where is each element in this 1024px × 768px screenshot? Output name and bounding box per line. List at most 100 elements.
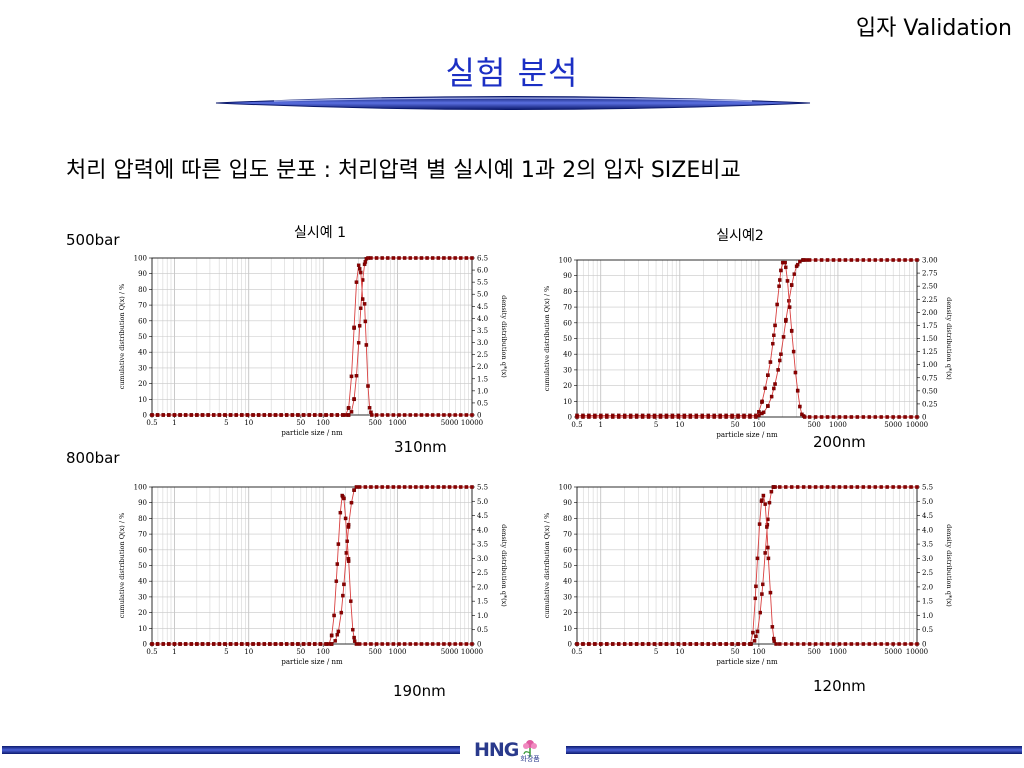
data-point-cumulative — [861, 258, 866, 262]
data-point-density — [234, 413, 238, 417]
hng-logo-text: HNG — [474, 739, 519, 761]
chart-grid — [576, 486, 918, 645]
x-tick-label: 50 — [296, 648, 305, 656]
data-point-density — [903, 642, 907, 646]
data-point-density — [329, 413, 334, 417]
data-point-density — [622, 642, 627, 646]
right-tick-label: 5.0 — [922, 498, 933, 506]
data-point-density — [897, 642, 901, 646]
right-tick-label: 1.0 — [477, 387, 488, 395]
right-tick-label: 3.5 — [477, 327, 488, 335]
chart-title-example-1: 실시예 1 — [294, 225, 346, 241]
data-point-cumulative — [909, 258, 913, 262]
data-point-density — [795, 389, 800, 393]
data-point-cumulative — [419, 256, 424, 260]
data-point-density — [351, 627, 355, 632]
data-point-density — [167, 642, 171, 646]
data-point-density — [768, 360, 773, 364]
left-tick-label: 10 — [563, 625, 572, 633]
data-point-density — [349, 374, 354, 379]
data-point-density — [352, 639, 357, 643]
data-point-density — [763, 386, 767, 390]
left-tick-label: 90 — [563, 272, 572, 280]
data-point-cumulative — [773, 382, 777, 386]
data-point-density — [742, 642, 746, 646]
data-point-density — [779, 268, 783, 273]
data-point-density — [290, 642, 295, 646]
data-point-cumulative — [779, 352, 783, 356]
data-point-density — [825, 642, 830, 646]
data-point-density — [464, 413, 469, 417]
data-point-cumulative — [891, 485, 895, 489]
data-point-cumulative — [436, 256, 441, 260]
data-point-density — [386, 642, 390, 646]
data-point-density — [634, 642, 639, 646]
x-tick-label: 10 — [244, 419, 253, 427]
data-point-density — [825, 415, 830, 419]
data-point-cumulative — [825, 485, 830, 489]
data-point-density — [167, 413, 171, 417]
data-point-cumulative — [776, 368, 780, 372]
data-point-density — [228, 413, 233, 417]
left-tick-label: 0 — [568, 641, 572, 649]
data-point-density — [599, 415, 603, 419]
data-point-density — [360, 297, 365, 301]
data-point-density — [867, 642, 872, 646]
data-point-cumulative — [761, 582, 765, 587]
data-point-density — [587, 642, 591, 646]
right-tick-label: 4.0 — [477, 315, 488, 323]
data-point-cumulative — [873, 258, 877, 262]
data-point-density — [670, 415, 675, 419]
right-tick-label: 1.5 — [477, 598, 488, 606]
data-point-density — [593, 415, 597, 419]
data-point-density — [155, 642, 160, 646]
data-point-density — [318, 413, 323, 417]
data-point-cumulative — [831, 258, 836, 262]
data-point-cumulative — [784, 317, 788, 322]
data-point-density — [861, 642, 866, 646]
data-point-density — [178, 642, 182, 646]
left-tick-label: 100 — [134, 255, 147, 263]
data-point-density — [408, 642, 412, 646]
data-point-density — [915, 642, 919, 646]
chart-500bar-example-2: 010203040506070809010000.250.500.751.001… — [543, 257, 953, 440]
data-point-density — [195, 413, 199, 417]
x-tick-label: 50 — [731, 648, 740, 656]
row-label-800bar: 800bar — [66, 449, 120, 467]
data-point-density — [783, 260, 787, 265]
data-point-cumulative — [813, 485, 818, 489]
data-point-density — [307, 642, 311, 646]
x-tick-label: 5000 — [441, 648, 459, 656]
data-point-density — [724, 415, 728, 419]
data-point-density — [622, 415, 627, 419]
data-point-density — [760, 498, 764, 502]
data-point-density — [301, 413, 306, 417]
data-point-density — [357, 642, 362, 646]
data-point-cumulative — [849, 485, 854, 489]
data-point-density — [354, 642, 359, 646]
data-point-density — [150, 642, 154, 646]
left-tick-label: 0 — [568, 414, 572, 422]
data-point-density — [334, 579, 339, 583]
right-axis-label: density distribution q*(x) — [945, 297, 953, 380]
right-tick-label: 3.00 — [922, 257, 938, 265]
data-point-density — [694, 642, 699, 646]
data-point-cumulative — [430, 256, 435, 260]
data-point-density — [374, 413, 379, 417]
data-point-density — [206, 642, 210, 646]
data-point-cumulative — [795, 485, 800, 489]
x-tick-label: 10000 — [461, 648, 483, 656]
data-point-density — [332, 613, 336, 618]
data-point-density — [909, 642, 913, 646]
data-point-cumulative — [879, 485, 883, 489]
data-point-cumulative — [769, 394, 774, 399]
left-tick-label: 20 — [138, 380, 147, 388]
data-point-density — [240, 413, 244, 417]
x-tick-label: 10 — [244, 648, 253, 656]
data-point-density — [464, 642, 469, 646]
data-point-cumulative — [391, 256, 396, 260]
data-point-cumulative — [789, 283, 794, 287]
data-point-density — [223, 413, 227, 417]
data-point-density — [778, 642, 782, 646]
data-point-density — [760, 399, 764, 404]
